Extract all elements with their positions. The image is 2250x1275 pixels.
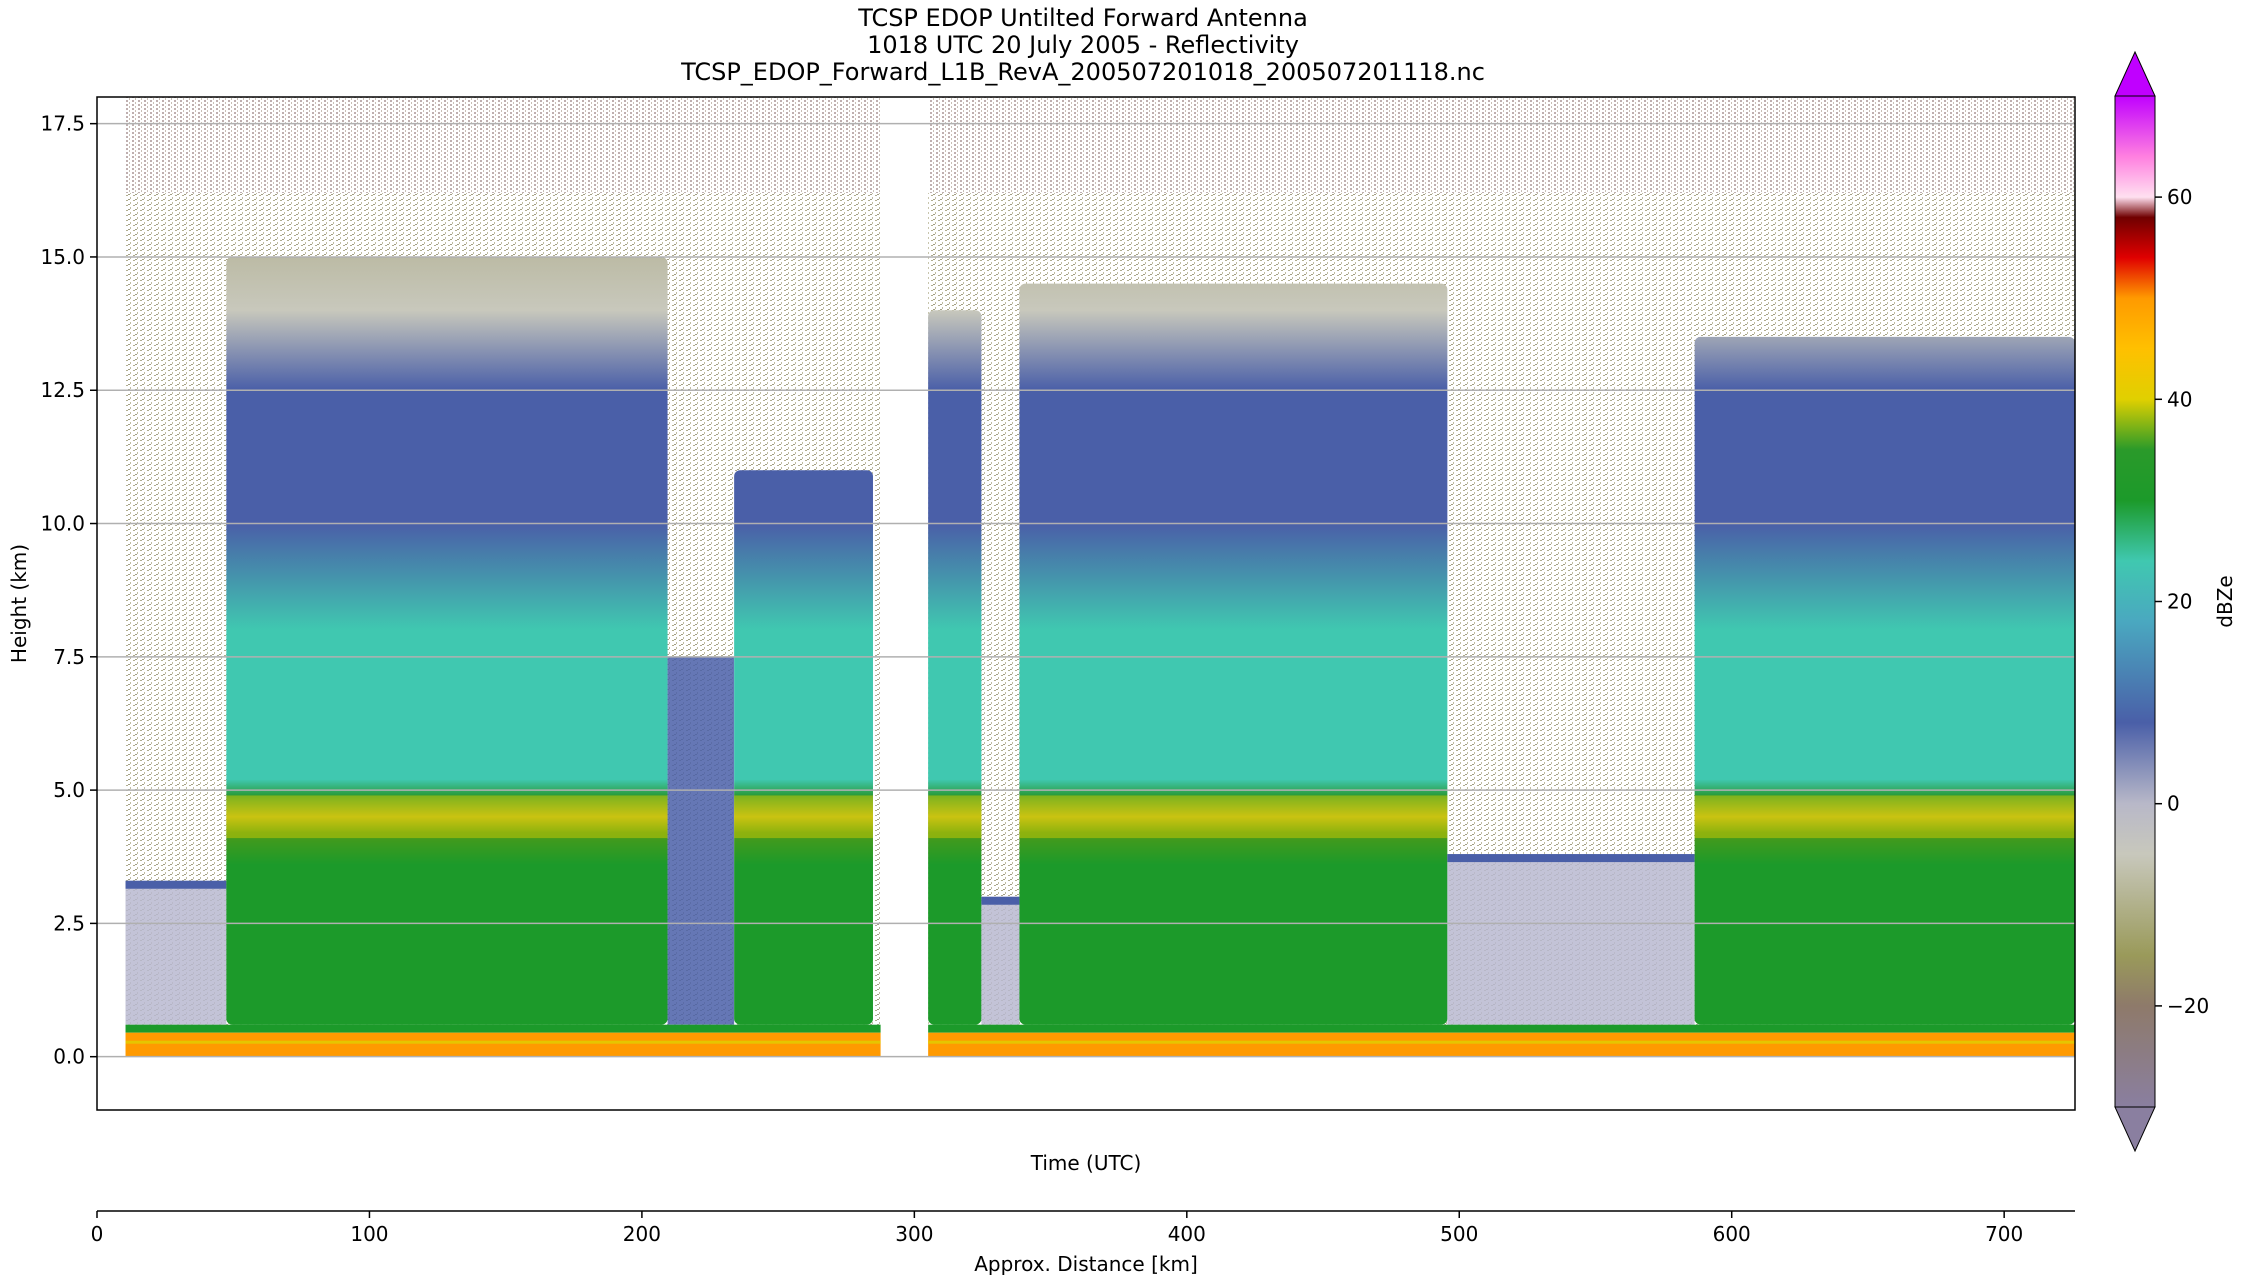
colorbar-tick-label: 0	[2167, 792, 2180, 816]
y-axis: 0.0 2.5 5.0 7.5 10.0 12.5 15.0 17.5	[40, 112, 97, 1069]
colorbar-body	[2115, 96, 2155, 1107]
cloud-top	[125, 880, 227, 889]
cloud-top	[981, 896, 1020, 905]
plot-area	[96, 96, 2076, 1111]
bright-band	[928, 795, 982, 839]
bright-band	[226, 795, 668, 839]
colorbar-tick-label: 40	[2167, 387, 2192, 411]
y-tick-label: 10.0	[40, 512, 85, 536]
surface-green	[125, 1024, 881, 1033]
colorbar-max-extend	[2114, 50, 2156, 97]
colorbar-tick-label: 60	[2167, 185, 2192, 209]
chart-title: TCSP EDOP Untilted Forward Antenna	[857, 4, 1308, 32]
colorbar-tick-label: 20	[2167, 590, 2192, 614]
colorbar-label: dBZe	[2213, 575, 2237, 627]
echo-column	[928, 310, 982, 1025]
colorbar-min-extend	[2114, 1106, 2156, 1153]
y-axis-label: Height (km)	[7, 544, 31, 663]
echo-column	[667, 656, 735, 1025]
colorbar-tick-label: −20	[2167, 994, 2209, 1018]
echo-columns	[125, 256, 2075, 1057]
surface-return	[928, 1032, 2075, 1057]
noise-band-top	[125, 97, 881, 193]
distance-tick-label: 300	[895, 1222, 933, 1246]
x-axis-label: Time (UTC)	[1030, 1151, 1142, 1175]
echo-column	[1447, 854, 1695, 1025]
y-tick-label: 15.0	[40, 245, 85, 269]
distance-tick-label: 100	[350, 1222, 388, 1246]
distance-tick-label: 500	[1440, 1222, 1478, 1246]
distance-tick-label: 600	[1713, 1222, 1751, 1246]
bright-band	[1694, 795, 2075, 839]
distance-axis: 0 100 200 300 400 500 600 700	[91, 1210, 2075, 1246]
distance-tick-label: 0	[91, 1222, 104, 1246]
chart-subtitle: 1018 UTC 20 July 2005 - Reflectivity	[867, 31, 1299, 59]
y-tick-label: 12.5	[40, 378, 85, 402]
bright-band	[1019, 795, 1448, 839]
surface-green	[928, 1024, 2075, 1033]
colorbar: −20 0 20 40 60	[2114, 50, 2209, 1153]
y-tick-label: 2.5	[53, 911, 85, 935]
distance-axis-label: Approx. Distance [km]	[974, 1252, 1198, 1275]
surface-highlight	[125, 1040, 881, 1044]
echo-column	[1694, 336, 2075, 1025]
distance-tick-label: 400	[1168, 1222, 1206, 1246]
chart-filename: TCSP_EDOP_Forward_L1B_RevA_200507201018_…	[680, 58, 1485, 86]
y-tick-label: 0.0	[53, 1045, 85, 1069]
surface-highlight	[928, 1040, 2075, 1044]
noise-band-top	[928, 97, 2075, 193]
plot-frame	[96, 96, 2076, 1111]
y-tick-label: 5.0	[53, 778, 85, 802]
distance-tick-label: 200	[623, 1222, 661, 1246]
distance-tick-label: 700	[1985, 1222, 2023, 1246]
echo-column	[981, 896, 1020, 1025]
echo-column	[226, 256, 668, 1025]
echo-column	[734, 470, 873, 1025]
y-tick-label: 17.5	[40, 112, 85, 136]
y-tick-label: 7.5	[53, 645, 85, 669]
echo-column	[125, 880, 227, 1025]
echo-column	[1019, 283, 1448, 1025]
cloud-top	[1447, 854, 1695, 863]
grid-lines	[97, 122, 2075, 1058]
surface-return	[125, 1032, 881, 1057]
bright-band	[734, 795, 873, 839]
